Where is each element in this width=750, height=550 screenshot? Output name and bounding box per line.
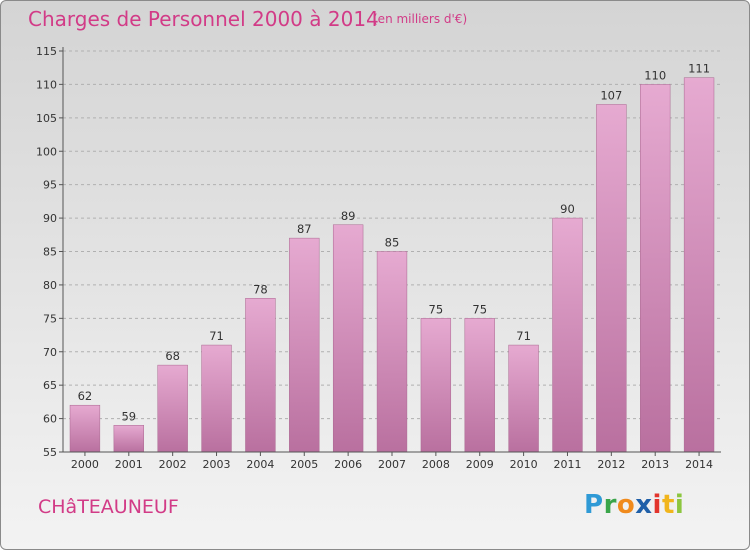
y-tick-label: 115 <box>36 45 57 58</box>
x-tick-label: 2000 <box>71 458 99 471</box>
value-label: 75 <box>472 302 487 316</box>
bar <box>376 251 408 453</box>
bar <box>113 425 144 453</box>
value-label: 75 <box>429 302 444 316</box>
x-tick-label: 2012 <box>597 458 625 471</box>
bar <box>683 77 715 453</box>
value-label: 110 <box>644 68 666 82</box>
value-label: 59 <box>121 409 136 423</box>
value-label: 87 <box>297 222 312 236</box>
x-tick-label: 2010 <box>510 458 538 471</box>
value-label: 107 <box>600 88 622 102</box>
bars: 62 59 68 71 78 87 89 85 75 75 71 90 107 110 111 <box>69 62 715 453</box>
bar <box>464 318 495 453</box>
y-tick-label: 55 <box>43 446 57 459</box>
chart-title: Charges de Personnel 2000 à 2014 <box>28 7 379 31</box>
x-tick-label: 2004 <box>246 458 274 471</box>
value-label: 71 <box>516 329 531 343</box>
x-tick-label: 2005 <box>290 458 318 471</box>
logo-letter: P <box>584 490 604 520</box>
x-tick-label: 2003 <box>203 458 231 471</box>
y-tick-label: 75 <box>43 312 57 325</box>
y-tick-label: 60 <box>43 413 57 426</box>
bar <box>289 237 320 453</box>
bar <box>245 298 276 453</box>
y-tick-label: 105 <box>36 112 57 125</box>
logo-letter: x <box>635 490 653 520</box>
value-label: 78 <box>253 282 268 296</box>
x-tick-label: 2008 <box>422 458 450 471</box>
x-tick-label: 2002 <box>159 458 187 471</box>
bar <box>157 364 188 453</box>
logo-letter: r <box>603 490 617 520</box>
y-tick-label: 100 <box>36 145 57 158</box>
logo-letter: i <box>652 490 662 520</box>
logo-letter: t <box>661 490 675 520</box>
y-tick-label: 70 <box>43 346 57 359</box>
proxiti-logo: Proxiti <box>584 490 684 520</box>
x-tick-label: 2011 <box>553 458 581 471</box>
y-tick-label: 85 <box>43 246 57 259</box>
x-tick-label: 2009 <box>466 458 494 471</box>
x-tick-label: 2013 <box>641 458 669 471</box>
chart-subtitle: (en milliers d'€) <box>373 12 468 26</box>
bar <box>508 344 539 453</box>
logo-letter: i <box>674 490 685 520</box>
y-tick-label: 110 <box>36 78 57 91</box>
value-label: 111 <box>688 62 710 76</box>
bar <box>552 217 583 453</box>
bar <box>640 84 671 453</box>
y-tick-label: 95 <box>43 179 57 192</box>
y-tick-label: 90 <box>43 212 57 225</box>
value-label: 89 <box>341 209 356 223</box>
bar <box>69 404 101 453</box>
y-tick-label: 80 <box>43 279 57 292</box>
bar <box>596 104 627 453</box>
y-tick-label: 65 <box>43 379 57 392</box>
commune-name: CHâTEAUNEUF <box>38 496 179 518</box>
value-label: 85 <box>385 236 400 250</box>
value-label: 71 <box>209 329 224 343</box>
x-tick-label: 2006 <box>334 458 362 471</box>
axes: 55 60 65 70 75 80 85 90 95 100 105 110 115 2000 2001 20… <box>36 45 721 471</box>
x-tick-label: 2014 <box>685 458 713 471</box>
value-label: 90 <box>560 202 575 216</box>
logo-letter: o <box>616 490 636 520</box>
bar <box>332 224 364 453</box>
value-label: 62 <box>78 389 93 403</box>
x-tick-label: 2001 <box>115 458 143 471</box>
value-label: 68 <box>165 349 180 363</box>
x-tick-label: 2007 <box>378 458 406 471</box>
bar <box>201 344 232 453</box>
bar <box>420 318 452 453</box>
